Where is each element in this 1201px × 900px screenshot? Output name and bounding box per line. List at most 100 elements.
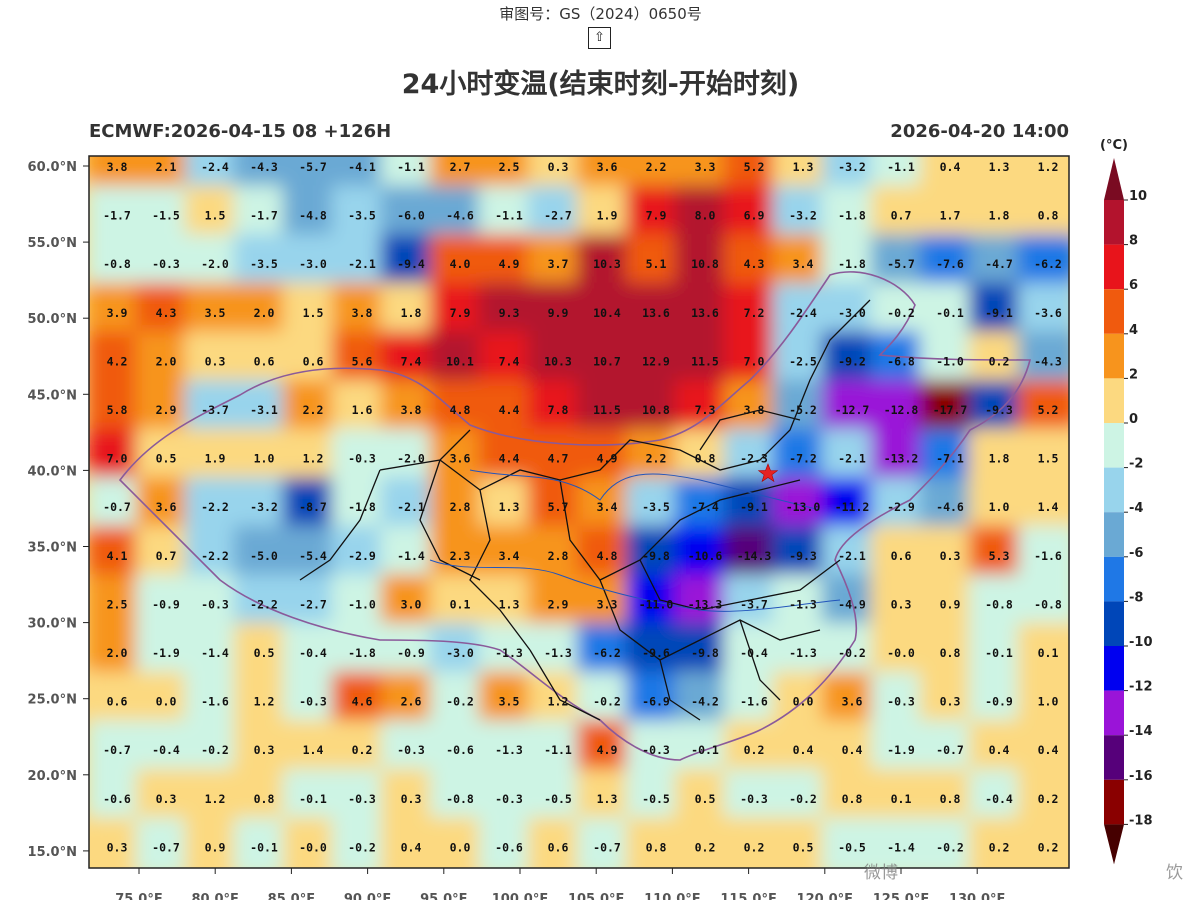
grid-value: -0.7 bbox=[152, 840, 180, 854]
grid-value: 4.3 bbox=[744, 257, 765, 271]
grid-value: 1.0 bbox=[989, 500, 1010, 514]
lon-label: 80.0°E bbox=[191, 892, 238, 900]
grid-value: -6.2 bbox=[1034, 257, 1062, 271]
grid-value: -0.5 bbox=[642, 792, 670, 806]
grid-value: -2.0 bbox=[201, 257, 229, 271]
grid-value: -3.0 bbox=[446, 646, 474, 660]
grid-value: 3.8 bbox=[401, 403, 422, 417]
grid-value: -0.9 bbox=[397, 646, 425, 660]
grid-value: 4.8 bbox=[450, 403, 471, 417]
lon-label: 95.0°E bbox=[420, 892, 467, 900]
grid-value: 2.6 bbox=[401, 695, 422, 709]
grid-value: -0.2 bbox=[936, 840, 964, 854]
colorbar-tick-label: 10 bbox=[1129, 189, 1147, 204]
lat-label: 35.0°N bbox=[28, 541, 77, 556]
value-grid: 3.8 2.1 -2.4 -4.3 -5.7 -4.1 -1.1 2.7 2.5 0.3 3.6 2.… bbox=[103, 160, 1062, 854]
colorbar-segment bbox=[1104, 556, 1124, 602]
map-frame bbox=[88, 155, 1070, 869]
grid-value: 2.0 bbox=[254, 306, 275, 320]
colorbar-segment bbox=[1104, 779, 1124, 825]
grid-value: -9.8 bbox=[642, 549, 670, 563]
grid-value: -0.6 bbox=[495, 840, 523, 854]
grid-value: 1.5 bbox=[1038, 452, 1059, 466]
grid-value: -6.0 bbox=[397, 209, 425, 223]
colorbar-tick-label: -4 bbox=[1129, 501, 1143, 516]
grid-value: -1.0 bbox=[936, 354, 964, 368]
grid-value: 7.4 bbox=[499, 354, 520, 368]
grid-value: 0.1 bbox=[1038, 646, 1059, 660]
grid-value: -0.8 bbox=[985, 597, 1013, 611]
grid-value: -5.7 bbox=[299, 160, 327, 174]
grid-value: -6.8 bbox=[887, 354, 915, 368]
colorbar-tick-label: -2 bbox=[1129, 457, 1143, 472]
grid-value: -4.6 bbox=[446, 209, 474, 223]
grid-value: 0.2 bbox=[989, 354, 1010, 368]
colorbar-tick-label: 6 bbox=[1129, 278, 1138, 293]
grid-value: 4.4 bbox=[499, 452, 520, 466]
grid-value: -0.7 bbox=[103, 743, 131, 757]
grid-value: -13.2 bbox=[884, 452, 919, 466]
colorbar-segment bbox=[1104, 244, 1124, 290]
grid-value: -1.1 bbox=[544, 743, 572, 757]
grid-value: -1.4 bbox=[201, 646, 229, 660]
grid-value: 0.8 bbox=[254, 792, 275, 806]
grid-value: -1.3 bbox=[495, 743, 523, 757]
grid-value: 3.5 bbox=[205, 306, 226, 320]
grid-value: 1.9 bbox=[205, 452, 226, 466]
colorbar-tick-label: 8 bbox=[1129, 234, 1138, 249]
grid-value: 7.0 bbox=[744, 354, 765, 368]
grid-value: -1.3 bbox=[789, 646, 817, 660]
grid-value: -0.2 bbox=[201, 743, 229, 757]
grid-value: -17.7 bbox=[933, 403, 968, 417]
grid-value: 7.0 bbox=[107, 452, 128, 466]
grid-value: 2.0 bbox=[156, 354, 177, 368]
grid-value: -2.4 bbox=[789, 306, 817, 320]
grid-value: -3.6 bbox=[1034, 306, 1062, 320]
grid-value: -0.0 bbox=[299, 840, 327, 854]
grid-value: -0.7 bbox=[593, 840, 621, 854]
grid-value: -9.2 bbox=[838, 354, 866, 368]
grid-value: 0.2 bbox=[744, 743, 765, 757]
grid-value: 6.9 bbox=[744, 209, 765, 223]
colorbar-segment bbox=[1104, 467, 1124, 513]
grid-value: 3.6 bbox=[450, 452, 471, 466]
grid-value: 11.5 bbox=[593, 403, 621, 417]
colorbar-segment bbox=[1104, 423, 1124, 468]
grid-value: 0.8 bbox=[842, 792, 863, 806]
colorbar-bottom-arrow bbox=[1104, 824, 1124, 865]
scroll-up-button[interactable]: ⇧ bbox=[588, 27, 611, 49]
grid-value: -3.2 bbox=[250, 500, 278, 514]
colorbar-segment bbox=[1104, 378, 1124, 423]
grid-value: 13.6 bbox=[691, 306, 719, 320]
lon-label: 130.0°E bbox=[949, 892, 1006, 900]
grid-value: 1.5 bbox=[303, 306, 324, 320]
grid-value: -13.3 bbox=[688, 597, 723, 611]
grid-value: -1.9 bbox=[887, 743, 915, 757]
grid-value: 3.3 bbox=[695, 160, 716, 174]
grid-value: -4.7 bbox=[985, 257, 1013, 271]
map-title: 24小时变温(结束时刻-开始时刻) bbox=[401, 69, 800, 100]
grid-value: 4.4 bbox=[499, 403, 520, 417]
grid-value: -1.4 bbox=[887, 840, 915, 854]
grid-value: -1.1 bbox=[397, 160, 425, 174]
grid-value: 0.9 bbox=[205, 840, 226, 854]
grid-value: 0.5 bbox=[793, 840, 814, 854]
grid-value: -1.3 bbox=[544, 646, 572, 660]
grid-value: -2.9 bbox=[348, 549, 376, 563]
grid-value: 5.7 bbox=[548, 500, 569, 514]
grid-value: 2.1 bbox=[156, 160, 177, 174]
grid-value: 0.0 bbox=[156, 695, 177, 709]
grid-value: 1.9 bbox=[597, 209, 618, 223]
grid-value: -12.7 bbox=[835, 403, 870, 417]
colorbar-tick-label: -18 bbox=[1129, 813, 1153, 828]
grid-value: -0.3 bbox=[740, 792, 768, 806]
grid-value: 0.5 bbox=[695, 792, 716, 806]
grid-value: 7.9 bbox=[646, 209, 667, 223]
grid-value: 0.4 bbox=[1038, 743, 1059, 757]
grid-value: -1.8 bbox=[348, 500, 376, 514]
colorbar-segment bbox=[1104, 512, 1124, 557]
grid-value: -0.1 bbox=[936, 306, 964, 320]
grid-value: -3.5 bbox=[642, 500, 670, 514]
grid-value: -7.1 bbox=[936, 452, 964, 466]
grid-value: 0.6 bbox=[107, 695, 128, 709]
